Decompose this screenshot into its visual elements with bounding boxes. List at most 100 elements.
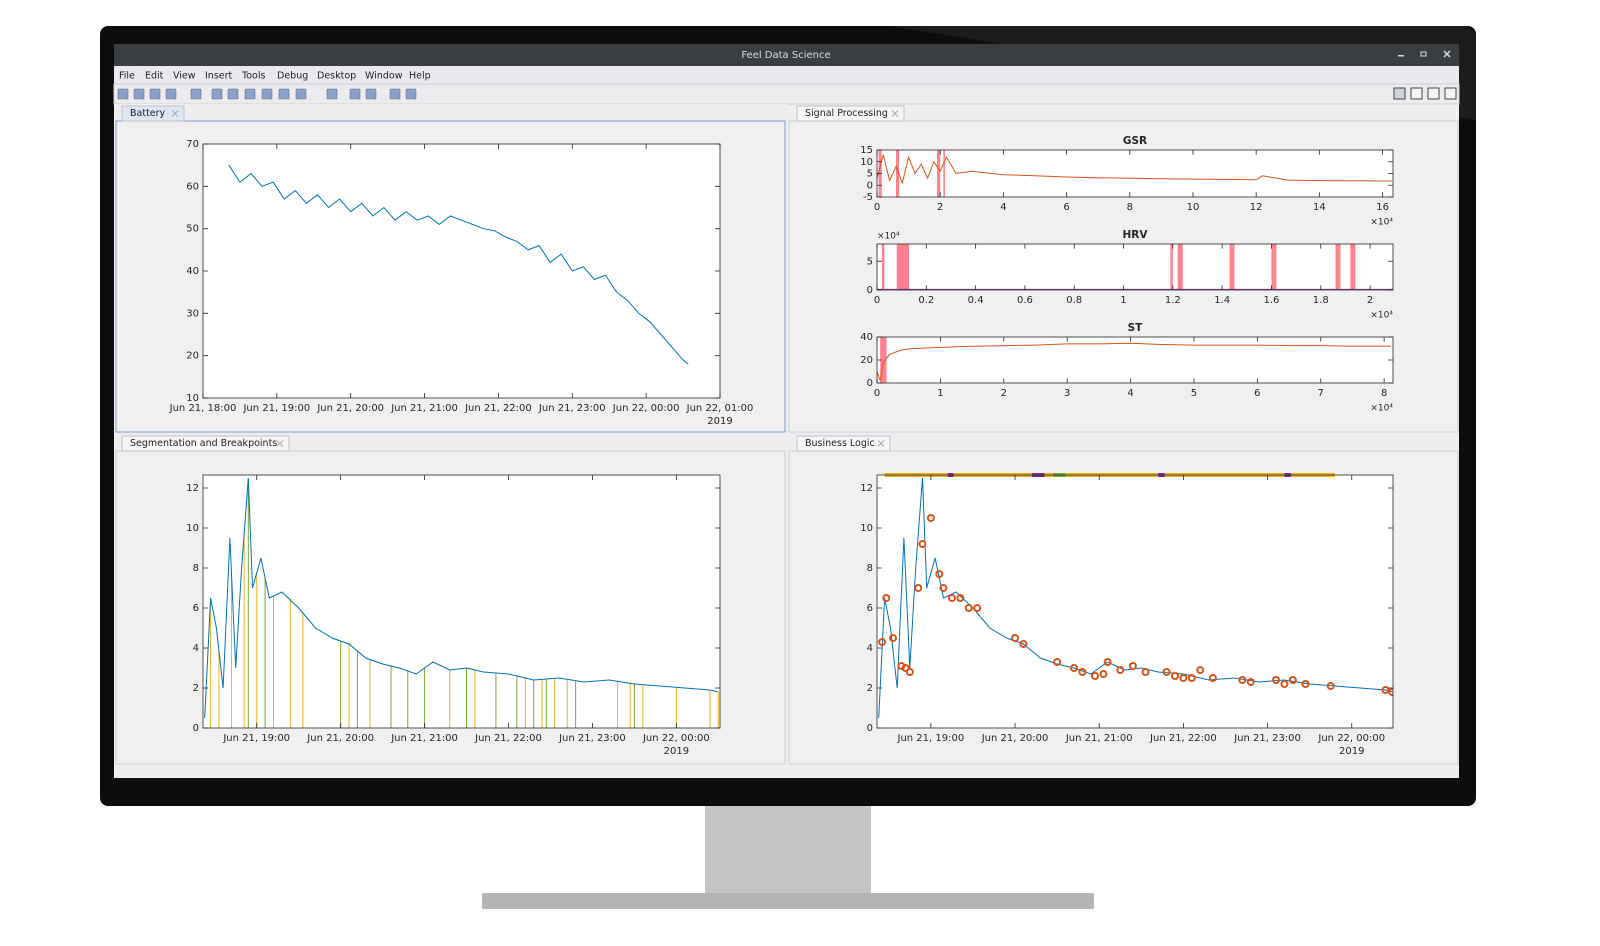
y-tick-label: 70 xyxy=(186,139,199,150)
tab[interactable] xyxy=(121,105,185,122)
toolbar-icon[interactable] xyxy=(244,88,256,100)
tab[interactable] xyxy=(796,105,905,122)
tab-close[interactable] xyxy=(877,440,885,447)
toolbar-icon[interactable] xyxy=(278,88,290,100)
marker xyxy=(1246,678,1255,686)
band xyxy=(943,150,945,197)
line xyxy=(877,154,1393,185)
tab-close[interactable] xyxy=(891,110,899,117)
marker xyxy=(1288,676,1297,684)
layout-button[interactable] xyxy=(1410,87,1423,100)
marker xyxy=(1187,674,1196,682)
y-tick-label: 8 xyxy=(193,563,199,574)
menu-item[interactable]: Debug xyxy=(277,71,308,82)
menu-item[interactable]: Window xyxy=(365,71,403,82)
x-tick-label: Jun 21, 22:00 xyxy=(474,733,542,744)
marker xyxy=(939,584,948,592)
toolbar-icon[interactable] xyxy=(365,88,377,100)
toolbar-icon[interactable] xyxy=(227,88,239,100)
x-tick-label: Jun 22, 01:00 xyxy=(686,403,754,414)
band xyxy=(1177,244,1183,290)
y-tick-label: 6 xyxy=(193,603,199,614)
tab-label: Signal Processing xyxy=(805,108,888,119)
marker xyxy=(964,604,973,612)
marker xyxy=(956,594,965,602)
marker xyxy=(1103,658,1112,666)
x-tick-label: 5 xyxy=(1191,388,1197,399)
y-tick-label: 15 xyxy=(860,145,873,156)
toolbar-icon[interactable] xyxy=(295,88,307,100)
marker xyxy=(1011,634,1020,642)
x-tick-label: 0.6 xyxy=(1017,295,1033,306)
x-tick-label: 0.8 xyxy=(1066,295,1082,306)
toolbar-icon[interactable] xyxy=(211,88,223,100)
x-tick-label: 0 xyxy=(874,388,880,399)
x-tick-label: 0.4 xyxy=(968,295,984,306)
layout-button[interactable] xyxy=(1444,87,1457,100)
tab-close[interactable] xyxy=(276,440,284,447)
close-button[interactable] xyxy=(1443,50,1451,58)
tab-label: Business Logic xyxy=(805,438,875,449)
plot-content xyxy=(228,164,689,365)
axes-box xyxy=(876,243,1394,291)
plot-area xyxy=(877,337,1393,383)
y-tick-label: 50 xyxy=(186,224,199,235)
marker xyxy=(1091,672,1100,680)
x-tick-label: Jun 21, 20:00 xyxy=(981,733,1049,744)
menu-item[interactable]: Insert xyxy=(205,71,233,82)
minimize-button[interactable] xyxy=(1398,55,1404,57)
marker xyxy=(918,540,927,548)
band xyxy=(1271,244,1277,290)
marker xyxy=(1170,672,1179,680)
y-tick-label: 10 xyxy=(186,393,199,404)
x-exponent: ×10⁴ xyxy=(1370,218,1393,228)
x-tick-label: Jun 21, 22:00 xyxy=(464,403,532,414)
layout-button[interactable] xyxy=(1427,87,1440,100)
tab-close[interactable] xyxy=(171,110,179,117)
tab[interactable] xyxy=(796,435,891,452)
x-tick-label: 2 xyxy=(1367,295,1373,306)
y-tick-label: 0 xyxy=(867,378,873,389)
menu-item[interactable]: Help xyxy=(409,71,431,82)
x-tick-label: 7 xyxy=(1318,388,1324,399)
marker xyxy=(1116,666,1125,674)
toolbar-icon[interactable] xyxy=(165,88,177,100)
x-tick-label: Jun 21, 23:00 xyxy=(558,733,626,744)
toolbar-icon[interactable] xyxy=(389,88,401,100)
y-tick-label: 8 xyxy=(867,563,873,574)
y-tick-label: 4 xyxy=(867,643,873,654)
marker xyxy=(947,594,956,602)
chart-title: ST xyxy=(1128,322,1144,334)
chart-title: HRV xyxy=(1123,229,1149,241)
marker xyxy=(914,584,923,592)
band xyxy=(881,244,885,290)
marker xyxy=(1280,680,1289,688)
plot-content xyxy=(877,337,1391,383)
x-tick-label: Jun 21, 22:00 xyxy=(1149,733,1217,744)
tab-label: Battery xyxy=(130,108,166,119)
toolbar-icon[interactable] xyxy=(190,88,202,100)
menu-item[interactable]: Tools xyxy=(241,71,265,82)
tab[interactable] xyxy=(121,435,290,452)
menu-item[interactable]: Edit xyxy=(145,71,164,82)
toolbar-icon[interactable] xyxy=(133,88,145,100)
marker xyxy=(882,594,891,602)
band xyxy=(1229,244,1235,290)
x-tick-label: 8 xyxy=(1381,388,1387,399)
maximize-button[interactable] xyxy=(1420,51,1427,57)
toolbar-icon[interactable] xyxy=(149,88,161,100)
line xyxy=(228,164,689,365)
x-tick-label: 8 xyxy=(1127,202,1133,213)
toolbar-icon[interactable] xyxy=(349,88,361,100)
toolbar-icon[interactable] xyxy=(117,88,129,100)
y-tick-label: 20 xyxy=(860,355,873,366)
menu-item[interactable]: View xyxy=(173,71,196,82)
toolbar-icon[interactable] xyxy=(405,88,417,100)
layout-button[interactable] xyxy=(1393,87,1406,100)
menu-item[interactable]: Desktop xyxy=(317,71,356,82)
menu-item[interactable]: File xyxy=(119,71,135,82)
marker xyxy=(1141,668,1150,676)
band xyxy=(1335,244,1341,290)
toolbar-icon[interactable] xyxy=(326,88,338,100)
toolbar-icon[interactable] xyxy=(261,88,273,100)
